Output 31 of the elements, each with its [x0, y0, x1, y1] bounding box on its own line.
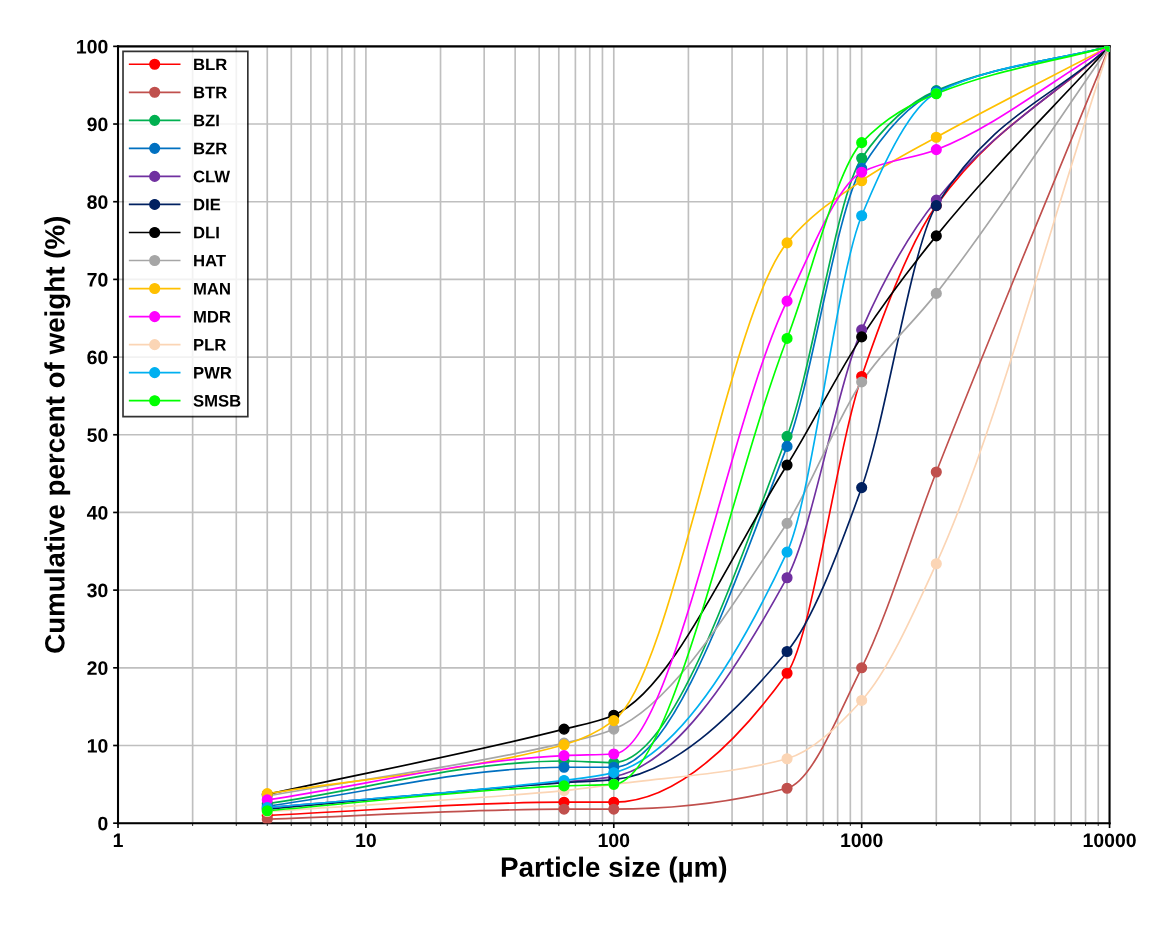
y-tick-label: 70	[87, 272, 108, 287]
y-axis-title: Cumulative percent of weight (%)	[44, 216, 71, 653]
y-tick-label: 50	[87, 428, 108, 442]
x-tick-label: 10	[356, 833, 376, 848]
y-tick-label: 10	[87, 738, 108, 753]
legend-label: DIE	[194, 198, 221, 211]
legend-label: MDR	[194, 310, 231, 323]
y-tick-label: 40	[86, 505, 108, 520]
legend-label: CLW	[193, 170, 231, 183]
legend-label: PWR	[194, 367, 232, 379]
legend-label: MAN	[194, 282, 230, 295]
x-tick-label: 1	[113, 833, 123, 847]
legend-label: PLR	[194, 338, 227, 351]
y-tick-label: 80	[87, 195, 108, 209]
legend-label: BLR	[194, 58, 227, 71]
y-tick-label: 20	[87, 661, 108, 676]
x-tick-label: 100	[598, 833, 630, 848]
legend-label: BZR	[194, 142, 227, 155]
x-axis-title: Particle size (µm)	[501, 856, 727, 883]
legend-label: DLI	[194, 226, 219, 239]
legend-label: BTR	[194, 86, 227, 99]
x-tick-label: 1000	[841, 833, 883, 848]
y-tick-label: 90	[87, 117, 108, 132]
legend-label: SMSB	[193, 394, 241, 407]
x-tick-label: 10000	[1083, 833, 1136, 848]
y-tick-label: 0	[98, 816, 108, 831]
legend-label: HAT	[194, 254, 226, 267]
legend-label: BZI	[194, 114, 219, 127]
y-tick-label: 100	[77, 39, 108, 54]
y-tick-label: 30	[87, 583, 108, 598]
y-tick-label: 60	[87, 350, 108, 365]
